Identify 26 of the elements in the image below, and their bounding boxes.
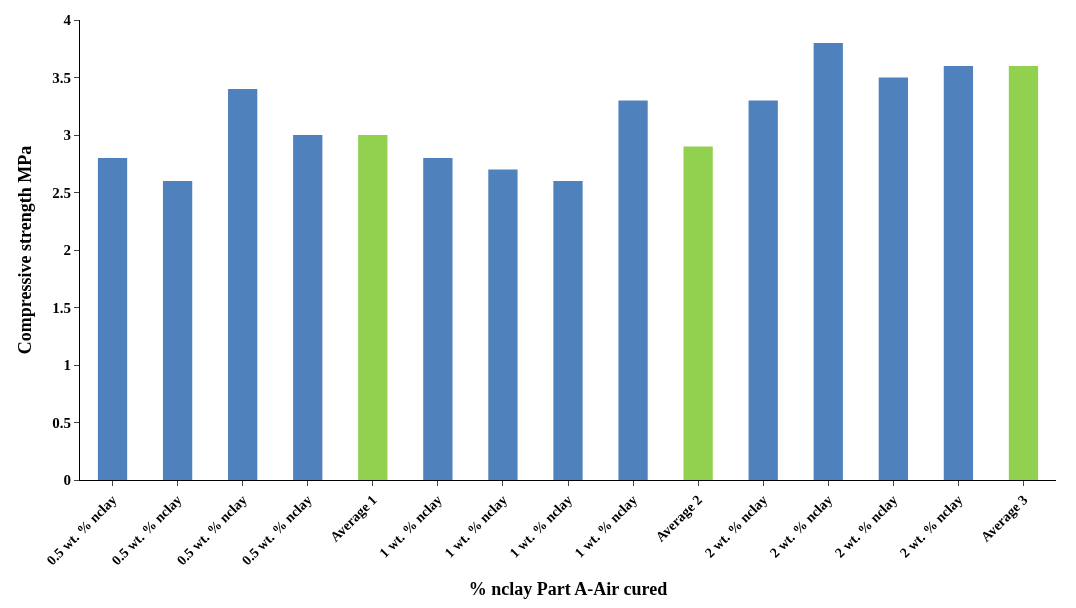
bar	[878, 77, 908, 480]
bar	[423, 158, 453, 480]
y-tick-label: 2.5	[52, 184, 71, 201]
bar	[293, 135, 323, 480]
x-axis-title: % nclay Part A-Air cured	[468, 579, 668, 600]
bar	[813, 43, 843, 480]
bar	[553, 181, 583, 480]
bar	[943, 66, 974, 480]
bar	[683, 146, 713, 480]
y-tick-label: 4	[63, 12, 72, 29]
y-tick-label: 2	[63, 242, 71, 259]
bar	[1008, 66, 1039, 480]
y-tick-label: 1	[63, 357, 71, 374]
bar	[488, 169, 518, 480]
y-tick-label: 0.5	[52, 414, 71, 431]
bar	[162, 181, 193, 480]
y-tick-label: 1.5	[52, 299, 71, 316]
bar	[358, 135, 388, 480]
y-axis-title: Compressive strength MPa	[15, 145, 36, 355]
bar	[228, 89, 258, 480]
y-tick-label: 3	[63, 127, 71, 144]
bar	[97, 158, 128, 480]
bar	[748, 100, 778, 480]
y-tick-label: 3.5	[52, 69, 71, 86]
bar	[618, 100, 648, 480]
y-tick-label: 0	[63, 472, 71, 489]
